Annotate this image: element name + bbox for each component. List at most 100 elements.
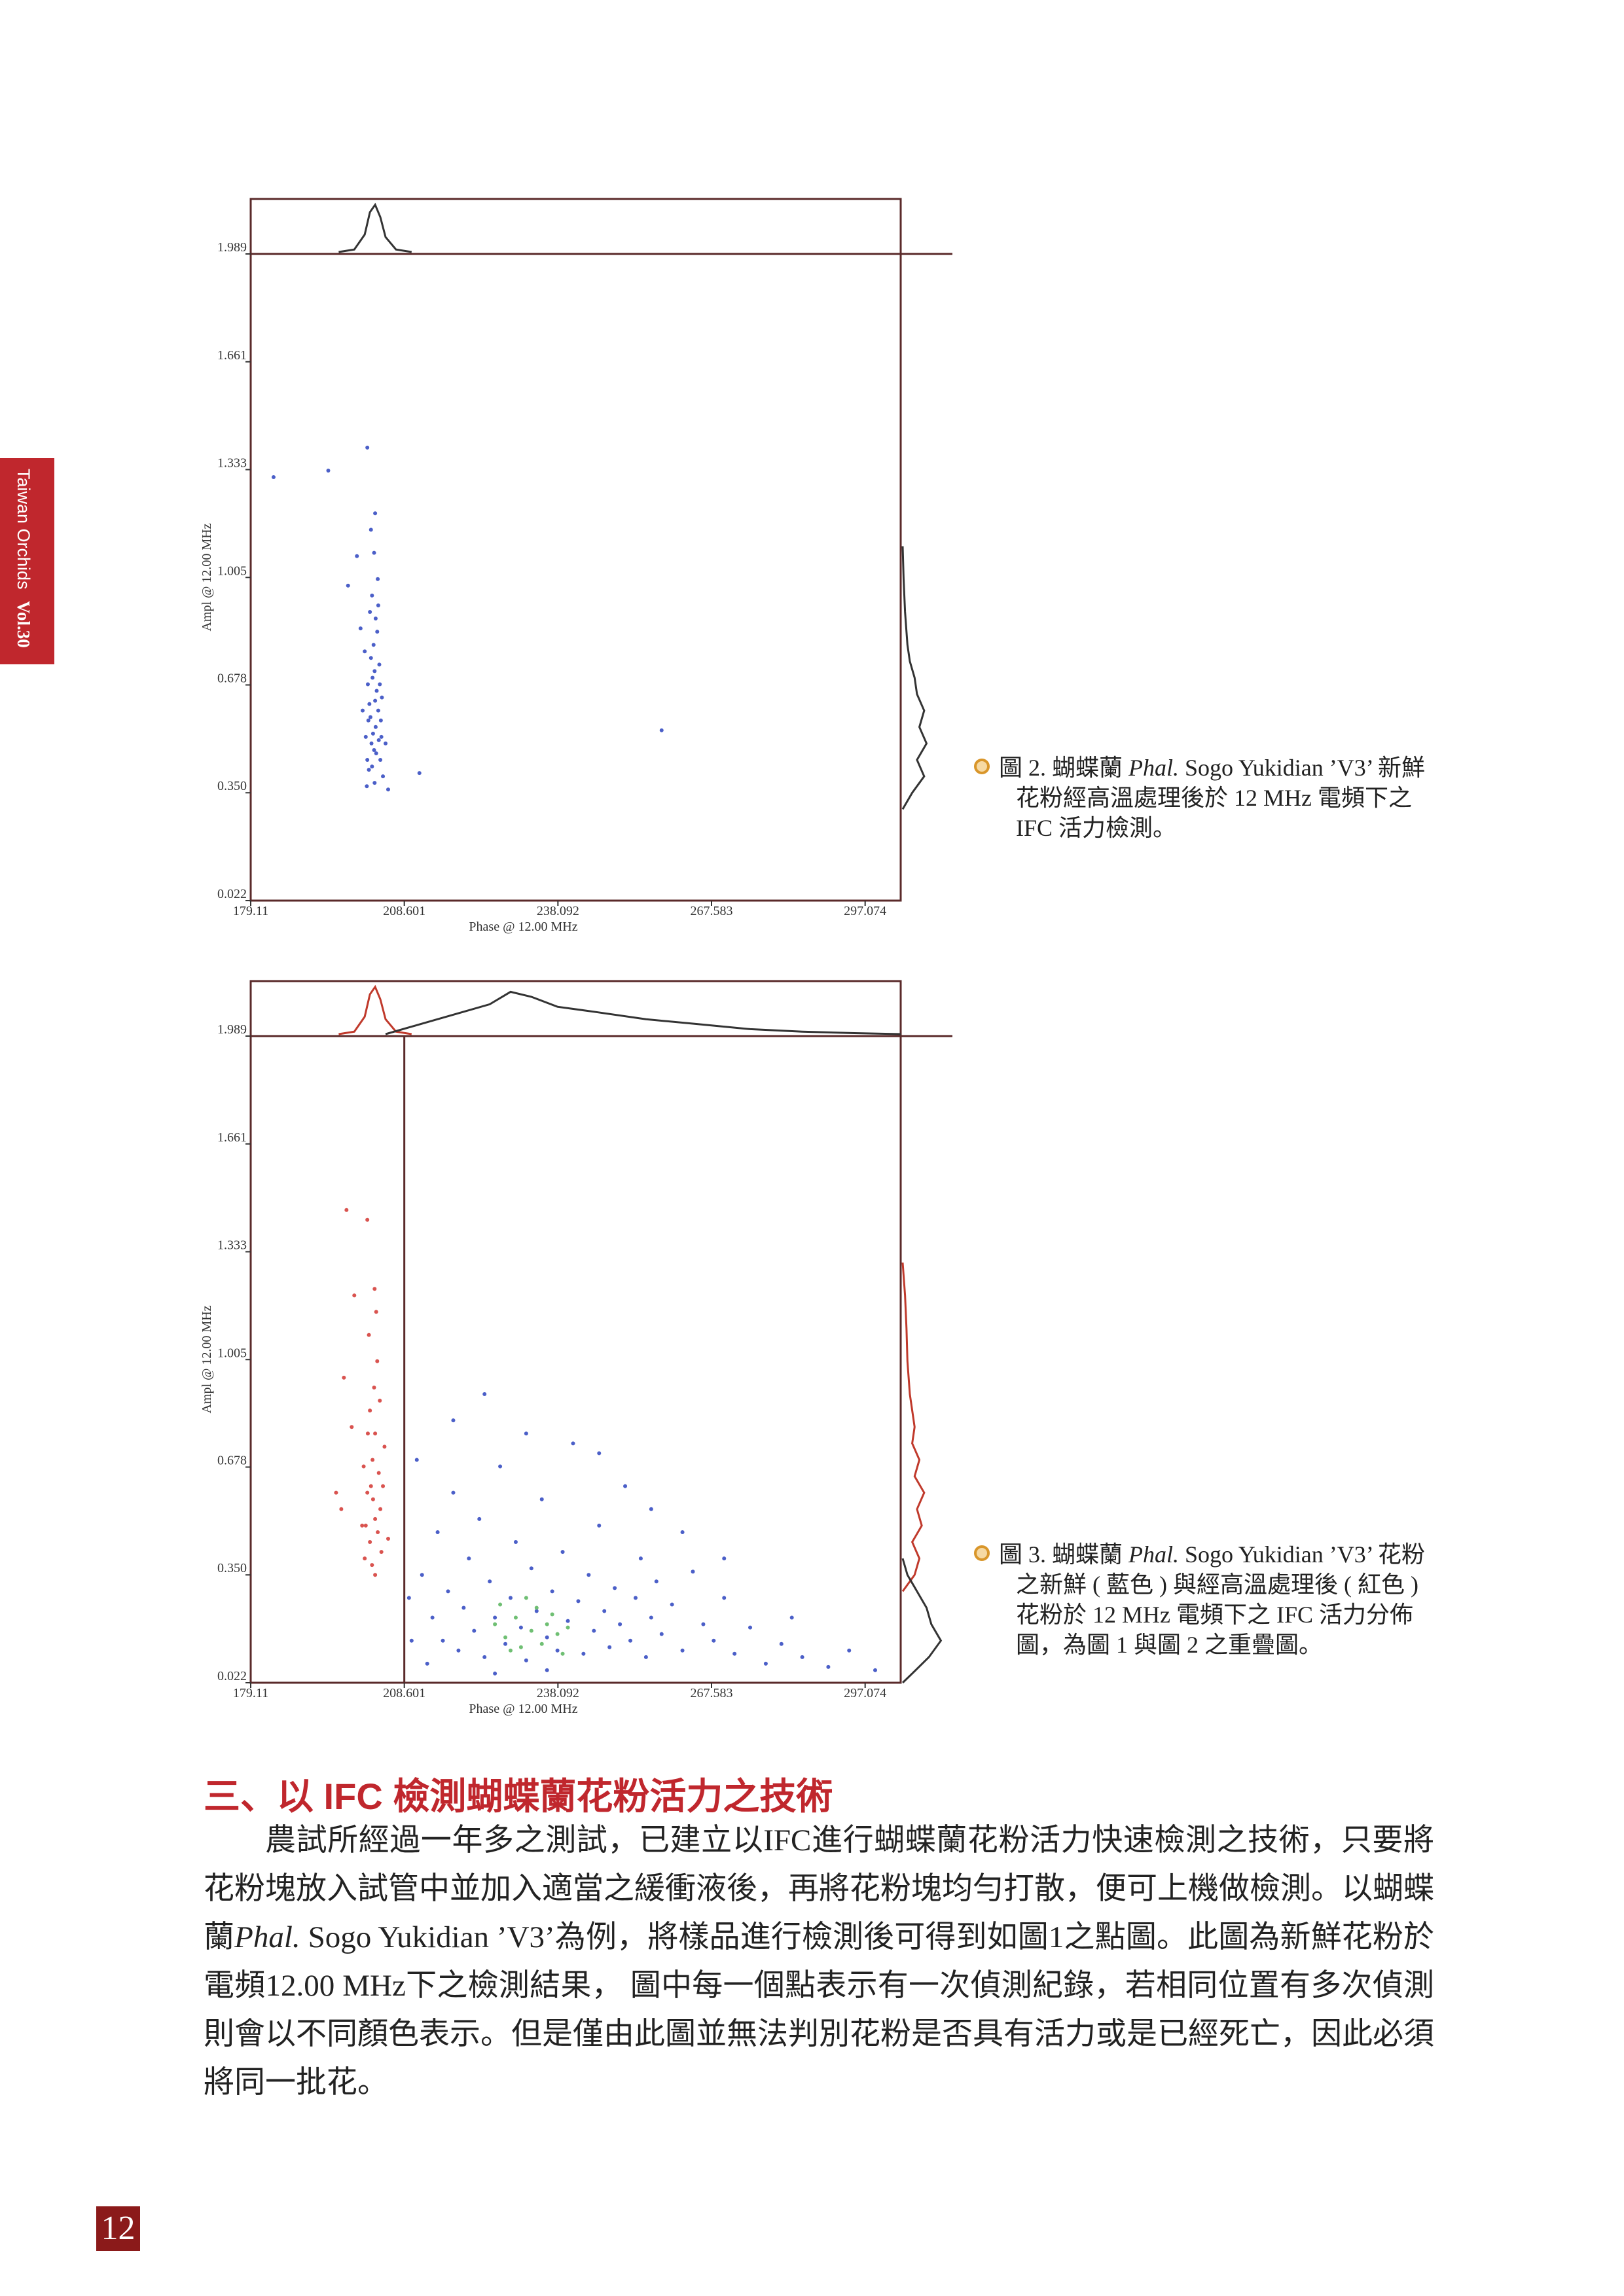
data-point (441, 1638, 445, 1643)
data-point (586, 1573, 591, 1577)
data-point (430, 1615, 435, 1620)
data-point (378, 758, 383, 762)
data-point (370, 1563, 374, 1568)
data-point (539, 1497, 544, 1501)
data-point (534, 1609, 539, 1613)
data-point (800, 1655, 804, 1659)
x-axis-label: Phase @ 12.00 MHz (469, 920, 577, 934)
data-point (472, 1628, 477, 1633)
data-point (352, 1293, 357, 1298)
section-heading: 三、以 IFC 檢測蝴蝶蘭花粉活力之技術 (204, 1776, 833, 1817)
data-point (545, 1622, 549, 1626)
data-point (355, 554, 359, 558)
y-tick-label: 0.350 (217, 779, 247, 793)
data-point (539, 1641, 544, 1646)
data-point (370, 675, 375, 680)
data-point (368, 1540, 372, 1545)
data-point (373, 617, 378, 621)
data-point (361, 1464, 366, 1469)
journal-name: Taiwan Orchids (14, 469, 33, 590)
data-point (508, 1648, 513, 1653)
data-point (623, 1484, 628, 1488)
data-point (555, 1648, 560, 1653)
data-point (375, 630, 380, 634)
data-point (597, 1451, 602, 1456)
data-point (534, 1605, 539, 1610)
data-point (503, 1635, 508, 1640)
y-tick-label: 1.005 (217, 564, 247, 578)
plot-frame (249, 1035, 902, 1684)
data-point (789, 1615, 794, 1620)
data-point (367, 702, 372, 706)
data-point (524, 1658, 528, 1662)
data-point (373, 1516, 378, 1521)
data-point (370, 1497, 375, 1501)
data-point (358, 626, 363, 631)
data-point (381, 774, 386, 779)
data-point (779, 1641, 784, 1646)
data-point (566, 1619, 570, 1623)
data-point (560, 1651, 565, 1656)
data-point (406, 1596, 411, 1600)
data-point (654, 1579, 659, 1584)
data-point (566, 1625, 570, 1630)
data-point (380, 695, 384, 700)
data-point (378, 1507, 383, 1511)
data-point (550, 1612, 554, 1617)
data-point (461, 1605, 466, 1610)
data-point (376, 1530, 380, 1534)
data-point (368, 609, 372, 614)
y-tick-label: 1.661 (217, 1130, 247, 1145)
data-point (529, 1628, 533, 1633)
data-point (435, 1530, 440, 1534)
side-tab: Taiwan Orchids Vol.30 (0, 458, 54, 664)
data-point (377, 662, 382, 667)
y-tick-label: 0.022 (217, 887, 247, 901)
y-tick-label: 1.005 (217, 1346, 247, 1360)
y-tick-label: 0.022 (217, 1669, 247, 1683)
caption-text: Sogo Yukidian ’V3’ 花粉之新鮮 ( 藍色 ) 與經高溫處理後 … (1016, 1541, 1426, 1658)
data-point (748, 1625, 753, 1630)
y-tick-label: 1.989 (217, 240, 247, 255)
data-point (659, 728, 664, 732)
data-point (367, 768, 371, 772)
data-point (513, 1615, 518, 1620)
data-point (649, 1615, 653, 1620)
data-point (378, 1399, 382, 1403)
x-tick-label: 208.601 (383, 1686, 425, 1700)
data-point (417, 771, 422, 776)
data-point (334, 1490, 338, 1495)
data-point (382, 1444, 387, 1449)
data-point (374, 751, 378, 755)
data-point (576, 1599, 581, 1604)
data-point (361, 708, 365, 713)
data-point (365, 445, 370, 450)
data-point (372, 669, 377, 673)
data-point (518, 1625, 523, 1630)
data-point (477, 1516, 482, 1521)
data-point (363, 1523, 368, 1528)
data-point (545, 1668, 549, 1672)
data-point (376, 603, 380, 607)
data-point (826, 1664, 831, 1669)
data-point (493, 1622, 497, 1626)
data-point (581, 1651, 586, 1656)
x-tick-label: 179.11 (233, 904, 268, 918)
body-part: 農試所經過一年多之測試，已建立以IFC進行蝴蝶蘭花粉活力快速檢測之技術，只要將花… (204, 1823, 1434, 1954)
data-point (659, 1632, 664, 1636)
plot-frame (249, 253, 902, 902)
caption-label: 圖 2. (999, 755, 1047, 781)
data-point (378, 718, 383, 723)
data-point (365, 1431, 370, 1436)
data-point (508, 1596, 513, 1600)
data-point (384, 741, 388, 745)
data-point (372, 1287, 377, 1291)
data-point (503, 1641, 508, 1646)
y-axis-label: Ampl @ 12.00 MHz (200, 1305, 214, 1413)
data-point (597, 1523, 602, 1528)
data-point (379, 1550, 384, 1554)
data-point (360, 1523, 365, 1528)
data-point (518, 1645, 523, 1649)
data-point (350, 1425, 354, 1429)
x-profile (338, 202, 412, 253)
